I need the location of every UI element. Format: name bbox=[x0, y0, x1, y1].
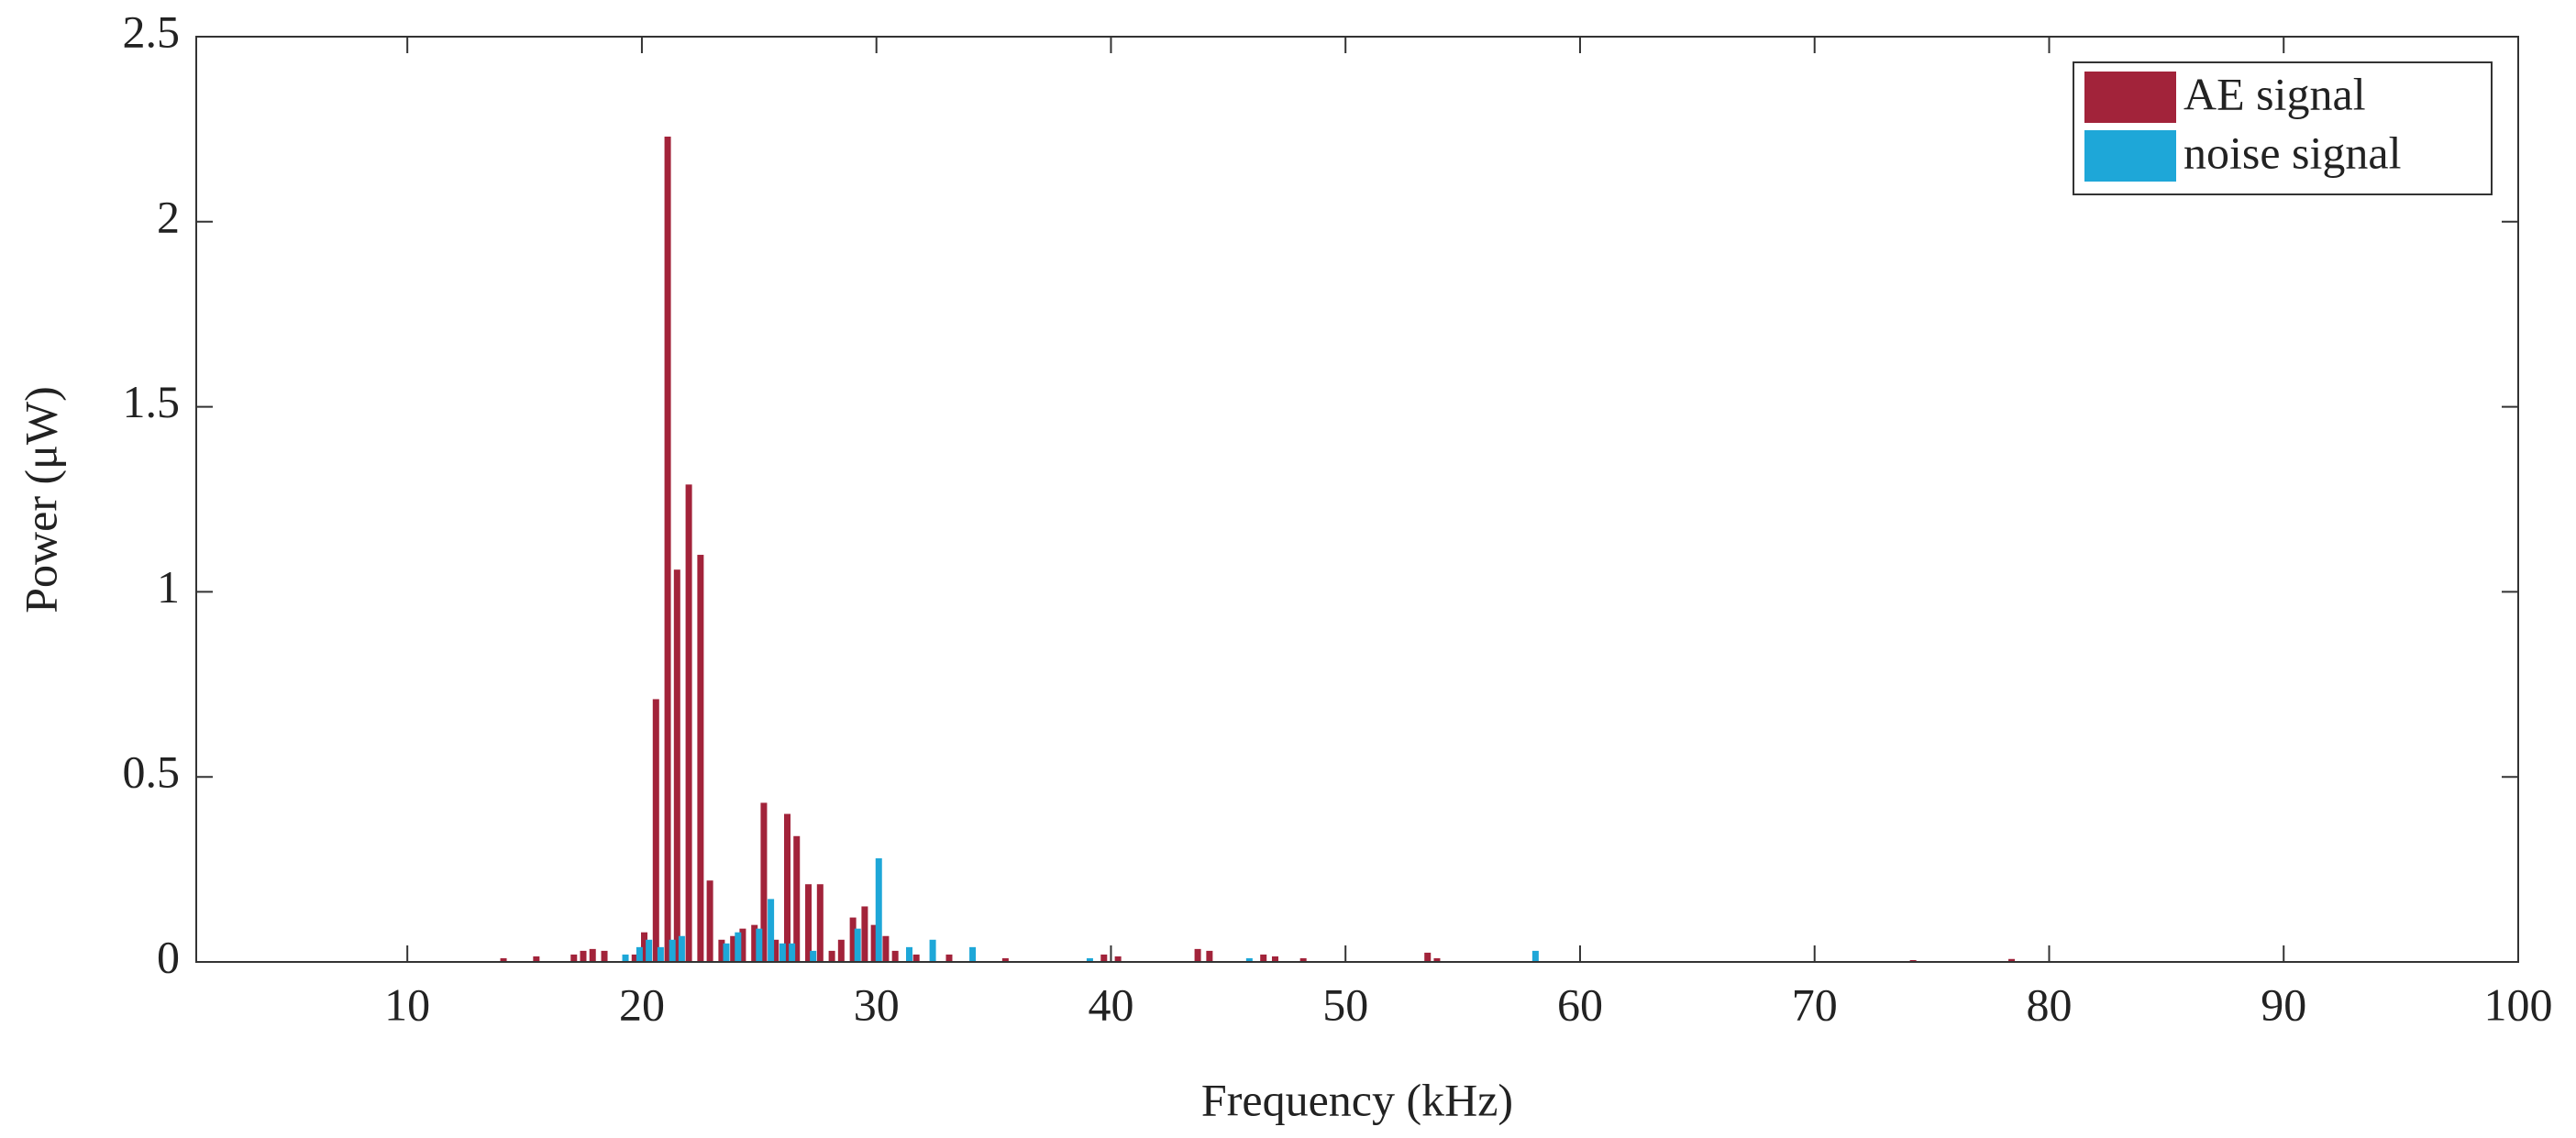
bar bbox=[664, 136, 671, 963]
y-tick-label: 1 bbox=[157, 561, 180, 613]
x-tick-label: 10 bbox=[384, 978, 430, 1030]
y-tick-label: 2.5 bbox=[123, 6, 181, 57]
y-tick-label: 0.5 bbox=[123, 746, 181, 798]
bar bbox=[870, 924, 878, 962]
bar bbox=[697, 555, 704, 962]
legend-swatch bbox=[2084, 130, 2176, 182]
bar bbox=[570, 954, 578, 962]
bar bbox=[718, 939, 725, 962]
bar bbox=[601, 950, 608, 962]
x-axis-label: Frequency (kHz) bbox=[1201, 1074, 1513, 1125]
bar bbox=[929, 939, 936, 962]
bar bbox=[1424, 952, 1432, 962]
bar bbox=[849, 917, 857, 962]
x-tick-label: 60 bbox=[1557, 978, 1603, 1030]
bar bbox=[657, 946, 664, 962]
x-tick-label: 80 bbox=[2026, 978, 2072, 1030]
y-axis-label: Power (μW) bbox=[15, 386, 66, 613]
x-tick-label: 40 bbox=[1088, 978, 1133, 1030]
bar bbox=[912, 954, 920, 962]
bar bbox=[861, 906, 868, 962]
bar bbox=[760, 802, 768, 962]
bar bbox=[533, 956, 540, 962]
legend-swatch bbox=[2084, 72, 2176, 123]
bar bbox=[1194, 948, 1201, 962]
bar bbox=[1299, 957, 1307, 962]
bar bbox=[1100, 954, 1108, 962]
bar bbox=[1260, 954, 1267, 962]
legend-label: AE signal bbox=[2184, 68, 2366, 119]
bar bbox=[1001, 957, 1009, 962]
bar bbox=[789, 943, 796, 962]
bar bbox=[891, 950, 899, 962]
x-tick-label: 50 bbox=[1322, 978, 1368, 1030]
bar bbox=[751, 924, 758, 962]
bar bbox=[723, 943, 730, 962]
bar bbox=[669, 939, 676, 962]
bar bbox=[1245, 957, 1253, 962]
bar bbox=[816, 884, 824, 962]
bar bbox=[784, 813, 791, 962]
bar bbox=[1531, 950, 1539, 962]
bar bbox=[2008, 958, 2016, 962]
bar bbox=[673, 569, 680, 962]
bar bbox=[854, 928, 861, 962]
bar bbox=[652, 699, 659, 962]
bar bbox=[1271, 956, 1278, 962]
bar bbox=[640, 932, 647, 962]
bar bbox=[739, 928, 746, 962]
bar bbox=[772, 939, 779, 962]
bar bbox=[1086, 957, 1093, 962]
x-tick-label: 20 bbox=[619, 978, 665, 1030]
bar bbox=[735, 932, 742, 962]
bar bbox=[779, 943, 786, 962]
bar bbox=[837, 939, 845, 962]
bar bbox=[678, 935, 685, 962]
bar bbox=[805, 884, 813, 962]
x-tick-label: 30 bbox=[854, 978, 900, 1030]
x-tick-label: 90 bbox=[2261, 978, 2306, 1030]
legend-label: noise signal bbox=[2184, 127, 2401, 178]
bar bbox=[622, 954, 629, 962]
bar bbox=[945, 954, 953, 962]
y-tick-label: 1.5 bbox=[123, 376, 181, 427]
bar bbox=[589, 948, 596, 962]
bar bbox=[631, 954, 638, 962]
bar bbox=[580, 950, 587, 962]
bar bbox=[1433, 957, 1441, 962]
bar bbox=[969, 946, 977, 962]
bar bbox=[793, 835, 801, 962]
bar bbox=[756, 928, 763, 962]
y-tick-label: 2 bbox=[157, 191, 180, 242]
bar bbox=[1114, 956, 1122, 962]
bar bbox=[636, 946, 643, 962]
bar bbox=[1206, 950, 1213, 962]
bar bbox=[828, 950, 835, 962]
bar bbox=[875, 857, 882, 962]
y-tick-label: 0 bbox=[157, 931, 180, 982]
x-tick-label: 70 bbox=[1792, 978, 1838, 1030]
x-tick-label: 100 bbox=[2484, 978, 2553, 1030]
axes-box bbox=[195, 36, 2519, 963]
bar bbox=[906, 946, 913, 962]
bar bbox=[1909, 959, 1917, 962]
bar bbox=[706, 880, 713, 962]
bar bbox=[500, 957, 507, 962]
bar bbox=[730, 935, 737, 962]
bar bbox=[810, 950, 817, 962]
bar bbox=[646, 939, 653, 962]
bar bbox=[882, 935, 890, 962]
bar bbox=[685, 484, 692, 962]
bar bbox=[768, 899, 775, 962]
